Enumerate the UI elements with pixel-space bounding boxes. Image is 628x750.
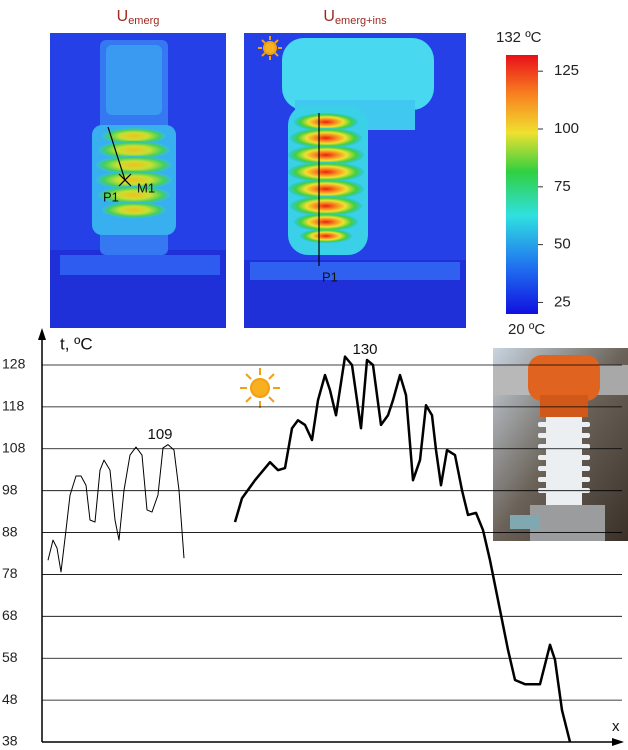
colorbar: 132 ºC 20 ºC 25 50 75 100 125 — [496, 29, 579, 338]
colorbar-label: 132 ºC — [496, 29, 542, 46]
chart: 38 48 58 68 78 88 98 108 118 128 t, ºC x 109 130 — [2, 328, 624, 749]
title-sub: emerg+ins — [335, 15, 387, 27]
y-tick-label: 118 — [2, 398, 25, 414]
y-tick-label: 128 — [2, 356, 26, 372]
colorbar-tick-label: 50 — [554, 236, 571, 253]
colorbar-tick-label: 125 — [554, 62, 579, 79]
point-label: M1 — [137, 180, 155, 195]
point-label: P1 — [103, 189, 119, 204]
title-main: U — [323, 8, 335, 25]
y-axis-label: t, ºC — [60, 334, 93, 353]
y-tick-label: 98 — [2, 481, 18, 497]
y-tick-label: 58 — [2, 649, 18, 665]
title-sub: emerg — [128, 15, 159, 27]
sun-icon — [258, 36, 282, 60]
sun-icon — [240, 368, 280, 408]
colorbar-tick-label: 100 — [554, 120, 579, 137]
thermal-image: P1 — [244, 33, 466, 328]
y-axis-arrow — [38, 328, 46, 340]
y-tick-label: 78 — [2, 565, 18, 581]
y-tick-label: 48 — [2, 691, 18, 707]
y-tick-label: 68 — [2, 607, 18, 623]
thermal-image: P1 M1 — [50, 33, 226, 328]
colorbar-label: 20 ºC — [508, 321, 545, 338]
colorbar-gradient — [506, 55, 538, 314]
y-tick-label: 108 — [2, 439, 26, 455]
annotation: 109 — [147, 426, 172, 443]
colorbar-tick-label: 75 — [554, 178, 571, 195]
title-main: U — [117, 8, 129, 25]
x-axis-arrow — [612, 738, 624, 746]
annotation: 130 — [352, 341, 377, 358]
image-title: Uemerg+ins — [323, 8, 387, 27]
y-tick-label: 88 — [2, 523, 18, 539]
x-axis-label: x — [612, 718, 620, 735]
series-line — [233, 355, 572, 743]
colorbar-tick-label: 25 — [554, 293, 571, 310]
series-line — [47, 444, 185, 573]
point-label: P1 — [322, 269, 338, 284]
y-tick-label: 38 — [2, 733, 18, 749]
photo — [493, 348, 628, 541]
image-title: Uemerg — [117, 8, 160, 27]
